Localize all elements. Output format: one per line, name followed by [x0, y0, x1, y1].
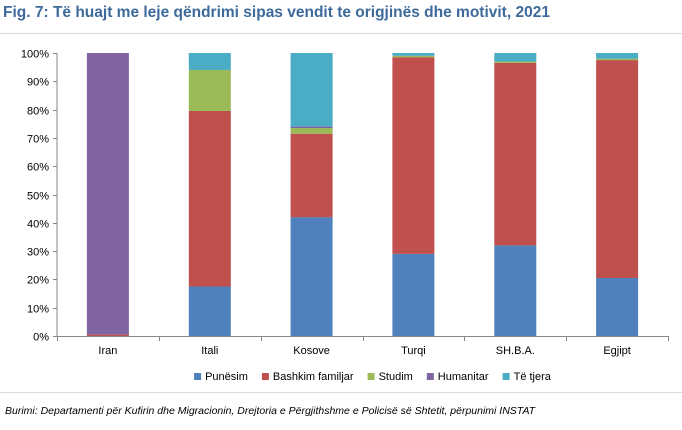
bar-segment — [494, 53, 537, 62]
y-tick-label: 70% — [27, 134, 49, 146]
bar-segment — [392, 53, 435, 56]
bar-segment — [494, 61, 537, 63]
bar-segment — [188, 70, 231, 111]
bar-segment — [596, 278, 639, 336]
y-tick-label: 0% — [33, 332, 49, 344]
x-axis: Iran Itali Kosove Turqi SH.B.A. Egjipt — [57, 336, 669, 357]
x-tick-label: Itali — [201, 345, 218, 357]
bar-segment — [392, 57, 435, 254]
y-tick-label: 90% — [27, 77, 49, 89]
bar-segment — [392, 55, 435, 58]
source-note: Burimi: Departamenti për Kufirin dhe Mig… — [5, 405, 536, 417]
bar-segment — [290, 133, 333, 218]
bar-segment — [188, 111, 231, 287]
legend-swatch — [426, 373, 434, 380]
legend-label: Humanitar — [438, 371, 489, 383]
x-tick-label: Egjipt — [603, 345, 631, 357]
legend-label: Studim — [379, 371, 413, 383]
y-tick-label: 60% — [27, 162, 49, 174]
chart-title: Fig. 7: Të huajt me leje qëndrimi sipas … — [3, 4, 550, 21]
legend-label: Punësim — [205, 371, 248, 383]
bar-segment — [188, 286, 231, 336]
legend-swatch — [194, 373, 202, 380]
bar-segment — [494, 62, 537, 246]
x-tick-label: Iran — [98, 345, 117, 357]
y-tick-label: 50% — [27, 191, 49, 203]
bar-segment — [86, 53, 129, 335]
x-tick-label: SH.B.A. — [496, 345, 535, 357]
legend-swatch — [502, 373, 510, 380]
y-axis: 0% 10% 20% 30% 40% 50% 60% 70% 80% 90% 100% — [21, 49, 58, 344]
bar-segment — [86, 334, 129, 336]
bar-segment — [596, 58, 639, 61]
chart-frame — [0, 33, 682, 393]
bar-segment — [290, 53, 333, 127]
y-tick-label: 40% — [27, 219, 49, 231]
x-tick-label: Turqi — [401, 345, 426, 357]
y-tick-label: 20% — [27, 275, 49, 287]
bar-segment — [290, 126, 333, 128]
bars — [86, 53, 639, 336]
legend-label: Të tjera — [514, 371, 552, 383]
legend: Punësim Bashkim familjar Studim Humanitar Të… — [194, 371, 552, 383]
y-tick-label: 100% — [21, 49, 49, 61]
bar-segment — [290, 128, 333, 134]
y-tick-label: 30% — [27, 247, 49, 259]
legend-label: Bashkim familjar — [273, 371, 354, 383]
bar-segment — [188, 53, 231, 70]
x-tick-label: Kosove — [293, 345, 330, 357]
stacked-bar-chart: 0% 10% 20% 30% 40% 50% 60% 70% 80% 90% 100% Iran It… — [21, 49, 669, 383]
y-tick-label: 80% — [27, 106, 49, 118]
bar-segment — [596, 53, 639, 59]
bar-segment — [596, 60, 639, 278]
bar-segment — [494, 245, 537, 336]
y-tick-label: 10% — [27, 304, 49, 316]
legend-swatch — [367, 373, 375, 380]
legend-swatch — [261, 373, 269, 380]
bar-segment — [392, 253, 435, 336]
bar-segment — [290, 217, 333, 336]
